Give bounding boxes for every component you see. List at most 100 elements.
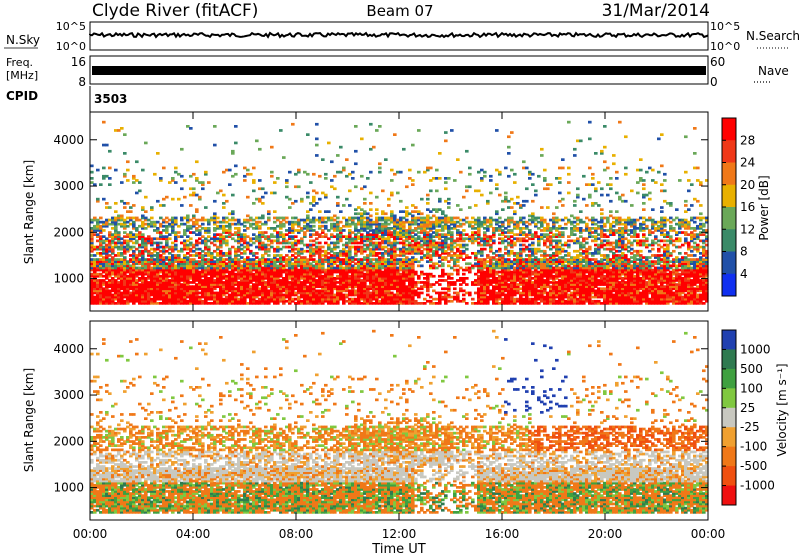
range-gate-cell xyxy=(195,179,199,182)
range-gate-cell xyxy=(429,274,433,278)
range-gate-cell xyxy=(96,199,100,203)
range-gate-cell xyxy=(321,285,325,288)
range-gate-cell xyxy=(363,256,367,259)
range-gate-cell xyxy=(387,274,391,278)
range-gate-cell xyxy=(171,249,175,253)
range-gate-cell xyxy=(342,279,346,282)
range-gate-cell xyxy=(288,245,292,249)
range-gate-cell xyxy=(432,262,436,266)
range-gate-cell xyxy=(207,231,211,234)
range-gate-cell xyxy=(408,252,412,255)
range-gate-cell xyxy=(327,268,331,272)
range-gate-cell xyxy=(123,174,127,178)
range-gate-cell xyxy=(480,279,484,282)
range-gate-cell xyxy=(327,279,331,282)
range-gate-cell xyxy=(441,218,445,222)
range-gate-cell xyxy=(348,233,352,236)
range-gate-cell xyxy=(333,302,337,305)
range-gate-cell xyxy=(315,191,319,195)
range-gate-cell xyxy=(390,285,394,288)
range-gate-cell xyxy=(423,231,427,234)
range-gate-cell xyxy=(315,295,319,299)
range-gate-cell xyxy=(288,285,292,288)
range-gate-cell xyxy=(240,279,244,282)
range-gate-cell xyxy=(144,260,148,263)
range-gate-cell xyxy=(363,279,367,282)
range-gate-cell xyxy=(393,297,397,301)
range-gate-cell xyxy=(228,229,232,232)
range-gate-cell xyxy=(120,254,124,257)
range-gate-cell xyxy=(198,266,202,270)
range-gate-cell xyxy=(132,289,136,293)
range-gate-cell xyxy=(324,256,328,259)
range-gate-cell xyxy=(390,274,394,278)
range-gate-cell xyxy=(300,264,304,268)
range-gate-cell xyxy=(357,249,361,253)
range-gate-cell xyxy=(228,258,232,261)
range-gate-cell xyxy=(327,274,331,278)
range-gate-cell xyxy=(261,256,265,259)
range-gate-cell xyxy=(369,243,373,247)
range-gate-cell xyxy=(252,291,256,295)
range-gate-cell xyxy=(201,285,205,288)
range-gate-cell xyxy=(114,233,118,236)
range-gate-cell xyxy=(441,268,445,272)
range-gate-cell xyxy=(360,258,364,261)
range-gate-cell xyxy=(246,291,250,295)
range-gate-cell xyxy=(219,299,223,303)
range-gate-cell xyxy=(102,252,106,255)
range-gate-cell xyxy=(447,202,451,205)
range-gate-cell xyxy=(375,302,379,305)
range-gate-cell xyxy=(192,191,196,195)
range-gate-cell xyxy=(468,172,472,176)
range-gate-cell xyxy=(480,291,484,295)
range-gate-cell xyxy=(378,283,382,286)
range-gate-cell xyxy=(258,233,262,236)
range-gate-cell xyxy=(96,220,100,224)
range-gate-cell xyxy=(321,254,325,257)
range-gate-cell xyxy=(456,293,460,297)
range-gate-cell xyxy=(201,258,205,261)
range-gate-cell xyxy=(438,299,442,303)
range-gate-cell xyxy=(126,281,130,284)
range-gate-cell xyxy=(90,283,94,286)
range-gate-cell xyxy=(177,266,181,270)
range-gate-cell xyxy=(111,256,115,259)
range-gate-cell xyxy=(222,235,226,238)
range-gate-cell xyxy=(297,295,301,299)
range-gate-cell xyxy=(231,291,235,295)
range-gate-cell xyxy=(339,283,343,286)
range-gate-cell xyxy=(324,249,328,253)
range-gate-cell xyxy=(393,220,397,224)
range-gate-cell xyxy=(318,297,322,301)
range-gate-cell xyxy=(186,299,190,303)
range-gate-cell xyxy=(105,258,109,261)
range-gate-cell xyxy=(261,297,265,301)
range-gate-cell xyxy=(255,291,259,295)
range-gate-cell xyxy=(450,277,454,280)
range-gate-cell xyxy=(189,241,193,245)
range-gate-cell xyxy=(381,227,385,230)
range-gate-cell xyxy=(330,264,334,268)
range-gate-cell xyxy=(261,233,265,236)
range-gate-cell xyxy=(201,266,205,270)
range-gate-cell xyxy=(93,247,97,251)
range-gate-cell xyxy=(162,302,166,305)
range-gate-cell xyxy=(423,170,427,174)
range-gate-cell xyxy=(114,283,118,286)
range-gate-cell xyxy=(357,289,361,293)
range-gate-cell xyxy=(348,264,352,268)
range-gate-cell xyxy=(420,256,424,259)
range-gate-cell xyxy=(312,281,316,284)
range-gate-cell xyxy=(171,270,175,274)
range-gate-cell xyxy=(411,285,415,288)
range-gate-cell xyxy=(201,254,205,257)
range-gate-cell xyxy=(150,283,154,286)
range-gate-cell xyxy=(258,268,262,272)
range-gate-cell xyxy=(279,231,283,234)
range-gate-cell xyxy=(426,283,430,286)
range-gate-cell xyxy=(390,235,394,238)
range-gate-cell xyxy=(207,302,211,305)
range-gate-cell xyxy=(321,277,325,280)
range-gate-cell xyxy=(240,243,244,247)
